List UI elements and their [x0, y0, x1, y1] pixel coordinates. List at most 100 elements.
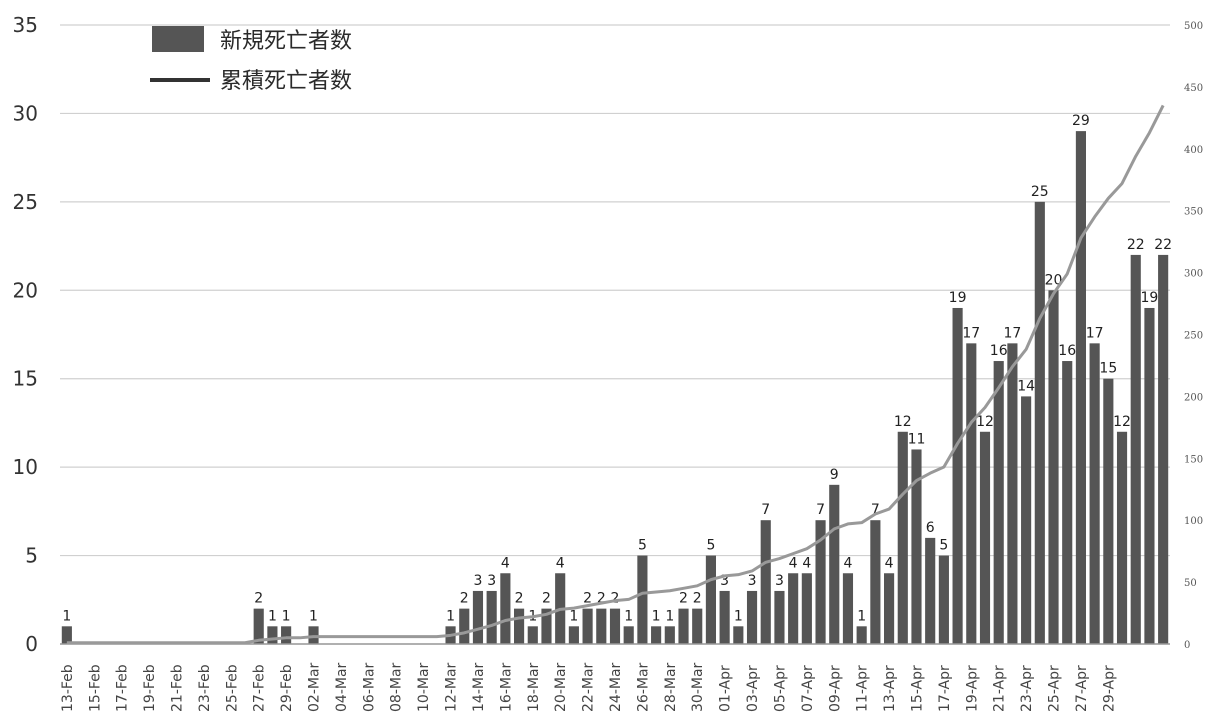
x-axis-tick-label: 15-Feb: [87, 664, 103, 712]
bar-data-label: 12: [1113, 414, 1131, 430]
bar-data-label: 14: [1017, 378, 1035, 394]
x-axis-tick-label: 23-Apr: [1019, 665, 1035, 712]
bar-data-label: 2: [254, 591, 263, 607]
bar-data-label: 2: [542, 591, 551, 607]
bar: [1116, 431, 1128, 644]
bar-data-label: 2: [693, 591, 702, 607]
bar: [637, 555, 648, 644]
y2-axis-tick-label: 300: [1184, 269, 1203, 280]
x-axis-tick-label: 01-Apr: [718, 665, 734, 712]
bar: [1075, 131, 1086, 645]
bar: [486, 590, 497, 644]
bar: [514, 608, 525, 644]
x-axis-tick-label: 13-Apr: [882, 665, 898, 712]
bar: [733, 626, 744, 644]
bar-data-label: 1: [624, 608, 633, 624]
y2-axis-tick-label: 100: [1184, 516, 1203, 527]
y-axis-tick-label: 10: [13, 455, 38, 479]
bar: [596, 608, 607, 644]
bar: [1089, 343, 1100, 644]
bar-data-label: 3: [487, 573, 496, 589]
x-axis-tick-label: 12-Mar: [444, 662, 460, 712]
bar-data-label: 4: [789, 555, 798, 571]
cumulative-line: [66, 104, 1165, 645]
bar: [788, 573, 799, 644]
x-axis-tick-label: 16-Mar: [498, 662, 514, 712]
bar-data-label: 16: [1058, 343, 1076, 359]
bar-data-label: 3: [474, 573, 483, 589]
x-axis-tick-label: 25-Apr: [1047, 665, 1063, 712]
y-axis-tick-label: 5: [25, 544, 38, 568]
y-axis-tick-label: 15: [13, 367, 38, 391]
bar: [61, 626, 72, 644]
x-axis-tick-label: 17-Apr: [937, 665, 953, 712]
bar-data-label: 1: [734, 608, 743, 624]
y-axis-tick-label: 25: [13, 190, 38, 214]
bar-data-label: 22: [1154, 237, 1172, 253]
bar-data-label: 16: [990, 343, 1008, 359]
y-axis-tick-label: 35: [13, 13, 38, 37]
y2-axis-tick-label: 0: [1184, 640, 1190, 651]
x-axis-tick-label: 10-Mar: [416, 662, 432, 712]
bar: [925, 537, 936, 644]
bar-data-label: 9: [830, 467, 839, 483]
x-axis-tick-label: 14-Mar: [471, 662, 487, 712]
y-axis-tick-label: 0: [25, 632, 38, 656]
bar: [746, 590, 758, 644]
bar-data-label: 4: [501, 555, 510, 571]
x-axis-tick-label: 21-Apr: [992, 665, 1008, 712]
bar-data-label: 19: [949, 290, 967, 306]
bar: [993, 361, 1004, 644]
bar: [829, 484, 840, 644]
x-axis-tick-label: 29-Apr: [1101, 665, 1117, 712]
bar-data-label: 4: [885, 555, 894, 571]
bar: [1048, 290, 1059, 644]
bar: [856, 626, 867, 644]
bar: [760, 520, 771, 644]
bar: [541, 608, 552, 644]
bar: [870, 520, 881, 644]
x-axis-tick-label: 13-Feb: [60, 664, 76, 712]
bar-data-label: 4: [802, 555, 811, 571]
bar: [527, 626, 538, 644]
bar-data-label: 2: [611, 591, 620, 607]
bar-data-label: 29: [1072, 113, 1090, 129]
bar-data-label: 17: [1086, 325, 1104, 341]
bar-data-label: 5: [706, 538, 715, 554]
bar: [911, 449, 922, 644]
x-axis-tick-label: 27-Apr: [1074, 665, 1090, 712]
bar: [842, 573, 854, 644]
bar: [938, 555, 949, 644]
legend-bar-swatch: [152, 26, 204, 52]
x-axis-tick-label: 15-Apr: [909, 665, 925, 712]
bar-data-label: 3: [775, 573, 784, 589]
bar-data-label: 2: [460, 591, 469, 607]
y-axis-tick-label: 30: [13, 101, 38, 125]
bar-data-label: 25: [1031, 184, 1049, 200]
bar-data-label: 1: [282, 608, 291, 624]
bar-data-label: 7: [871, 502, 880, 518]
y2-axis-tick-label: 200: [1184, 392, 1203, 403]
bar: [651, 626, 662, 644]
bar-data-label: 2: [515, 591, 524, 607]
bar-data-label: 2: [597, 591, 606, 607]
bar-data-label: 3: [720, 573, 729, 589]
bar-data-label: 20: [1045, 272, 1063, 288]
bar: [1158, 254, 1169, 644]
bar-data-label: 22: [1127, 237, 1145, 253]
bar-data-label: 1: [652, 608, 661, 624]
bar-data-label: 7: [761, 502, 770, 518]
bar: [678, 608, 689, 644]
x-axis-tick-label: 30-Mar: [690, 662, 706, 712]
x-axis-tick-label: 20-Mar: [553, 662, 569, 712]
bar-data-label: 2: [679, 591, 688, 607]
bar-data-label: 4: [556, 555, 565, 571]
bar-data-label: 4: [844, 555, 853, 571]
x-axis-tick-label: 08-Mar: [389, 662, 405, 712]
x-axis-tick-label: 09-Apr: [827, 665, 843, 712]
bar: [1144, 307, 1155, 644]
bar: [1103, 378, 1114, 644]
x-axis-tick-label: 05-Apr: [772, 665, 788, 712]
x-axis-tick-label: 25-Feb: [224, 664, 240, 712]
